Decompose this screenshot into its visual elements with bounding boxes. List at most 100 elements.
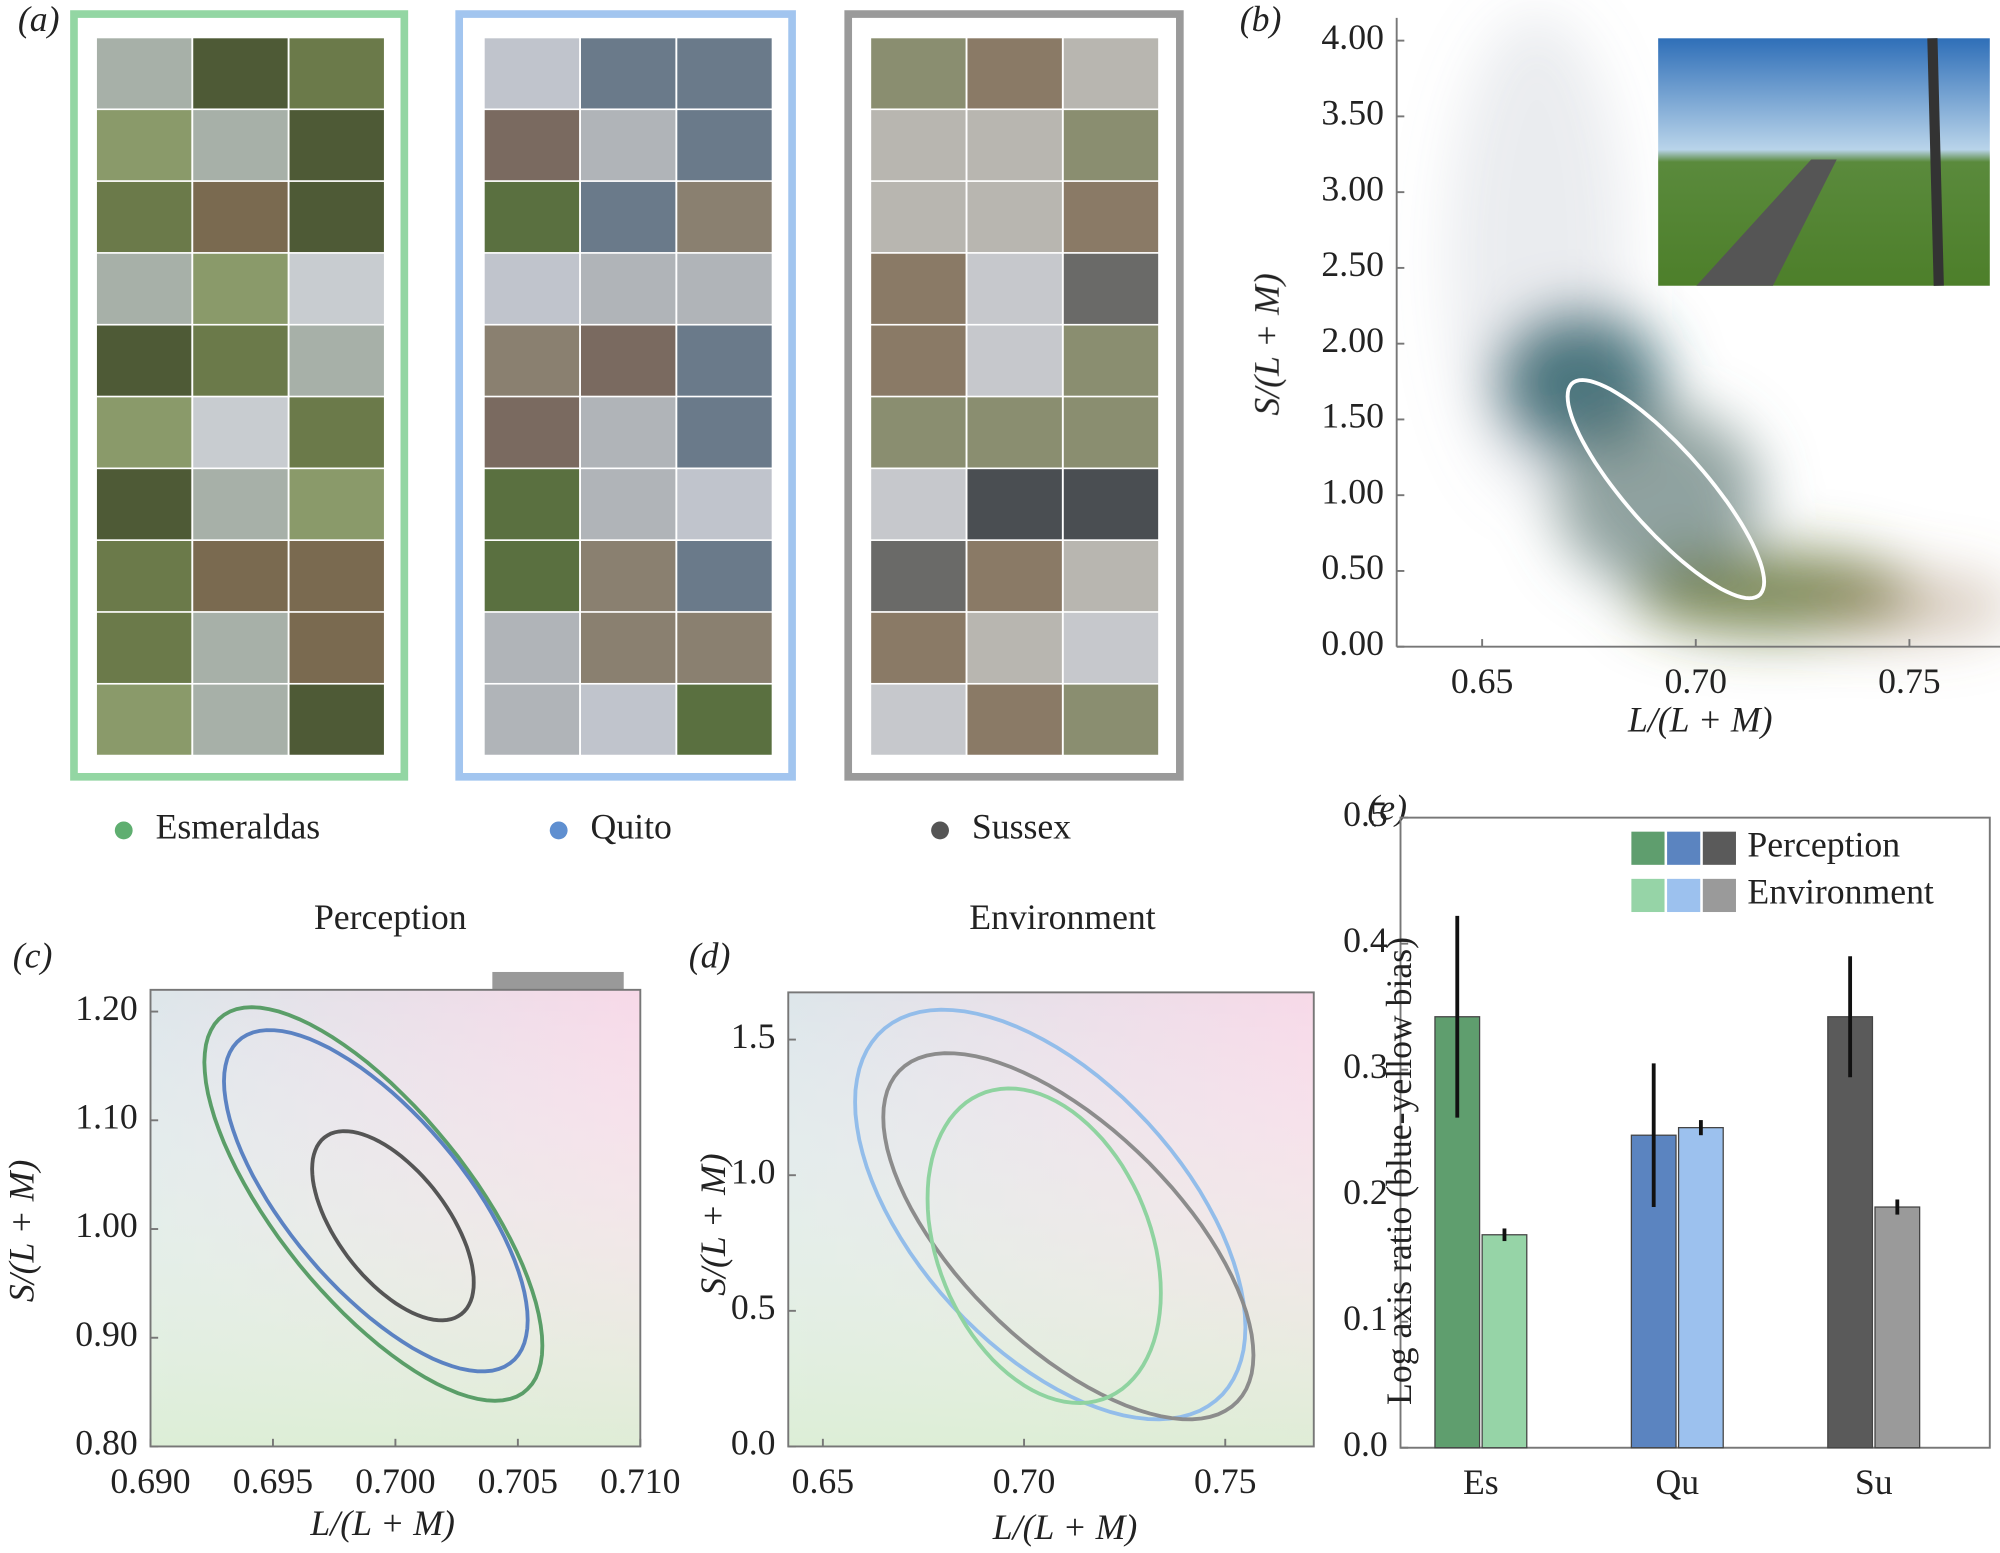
photo-tile — [289, 38, 384, 109]
x-tick-label: 0.70 — [993, 1461, 1055, 1501]
photo-tile — [289, 540, 384, 612]
x-tick-label: 0.70 — [1665, 661, 1727, 701]
y-tick-label: 1.5 — [731, 1016, 776, 1056]
y-tick-label: 0.3 — [1343, 1046, 1388, 1086]
ellipse — [881, 1051, 1256, 1422]
x-tick-label: 0.690 — [110, 1461, 190, 1501]
chart-title: Perception — [314, 897, 467, 937]
photo-tile — [193, 253, 288, 324]
panel-label: (b) — [1240, 0, 1282, 39]
photo-tile — [580, 181, 676, 253]
y-axis-label: S/(L + M) — [2, 1160, 42, 1302]
photo-tile — [484, 540, 580, 612]
y-tick-label: 3.00 — [1321, 168, 1383, 208]
photo-tile — [967, 684, 1062, 755]
x-axis-label: L/(L + M) — [1627, 699, 1772, 739]
photo-tile — [871, 397, 966, 468]
photo-tile — [580, 540, 676, 612]
photo-tile — [1063, 253, 1159, 324]
y-tick-label: 0.0 — [1343, 1424, 1388, 1464]
ellipse — [202, 1005, 545, 1403]
photo-tile — [289, 325, 384, 396]
photo-tile — [96, 110, 192, 181]
y-tick-label: 1.00 — [75, 1205, 137, 1245]
ellipse — [310, 1129, 476, 1323]
photo-tile — [677, 397, 772, 468]
photo-tile — [484, 612, 580, 683]
y-axis-label: S/(L + M) — [1247, 273, 1287, 415]
inset-photo — [1658, 38, 1990, 286]
photo-tile — [96, 684, 192, 755]
photo-tile — [193, 325, 288, 396]
panel-label: (c) — [13, 935, 53, 975]
photo-tile — [96, 325, 192, 396]
photo-tile — [193, 110, 288, 181]
y-axis-label: S/(L + M) — [693, 1153, 733, 1295]
photo-tile — [580, 253, 676, 324]
bar — [1874, 1206, 1921, 1449]
photo-tile — [967, 612, 1062, 683]
photo-tile — [967, 253, 1062, 324]
tree — [1927, 38, 1944, 286]
photo-tile — [677, 325, 772, 396]
plot-background — [150, 989, 641, 1447]
x-tick-label: 0.700 — [355, 1461, 435, 1501]
photo-tile — [1063, 469, 1159, 540]
photo-tile — [484, 325, 580, 396]
photo-tile — [1063, 38, 1159, 109]
photo-tile — [193, 684, 288, 755]
photo-tile — [96, 181, 192, 253]
photo-tile — [871, 612, 966, 683]
legend-label: Environment — [1747, 872, 1933, 912]
y-tick-label: 1.00 — [1321, 471, 1383, 511]
legend-swatch — [1631, 831, 1665, 865]
y-axis-label: Log axis ratio (blue-yellow bias) — [1379, 937, 1419, 1405]
road — [1696, 159, 1837, 286]
photo-tile — [289, 181, 384, 253]
photo-tile — [1063, 110, 1159, 181]
y-tick-label: 0.4 — [1343, 920, 1388, 960]
y-tick-label: 0.5 — [731, 1287, 776, 1327]
photo-tile — [484, 38, 580, 109]
photo-tile — [289, 110, 384, 181]
y-tick-label: 2.00 — [1321, 320, 1383, 360]
legend-swatch — [1702, 878, 1736, 913]
photo-tile — [580, 684, 676, 755]
photo-tile — [580, 38, 676, 109]
photo-tile — [967, 325, 1062, 396]
photo-tile — [96, 612, 192, 683]
photo-tile — [484, 684, 580, 755]
photo-tile — [289, 612, 384, 683]
photo-tile — [967, 397, 1062, 468]
photo-tile — [1063, 684, 1159, 755]
photo-tile — [677, 110, 772, 181]
photo-tile — [96, 38, 192, 109]
photo-tile — [193, 469, 288, 540]
y-tick-label: 1.20 — [75, 988, 137, 1028]
x-tick-label: Su — [1855, 1462, 1893, 1502]
photo-tile — [1063, 181, 1159, 253]
legend-swatch — [1631, 878, 1665, 913]
panel-label: (a) — [18, 0, 60, 39]
density-cloud — [1447, 12, 2000, 638]
photo-tile — [677, 181, 772, 253]
photo-frame — [70, 10, 409, 781]
photo-tile — [871, 325, 966, 396]
photo-tile — [1063, 612, 1159, 683]
legend-label: Quito — [591, 807, 672, 847]
photo-tile — [193, 540, 288, 612]
photo-tile — [484, 397, 580, 468]
bar — [1827, 1016, 1874, 1449]
photo-tile — [96, 253, 192, 324]
photo-tile — [580, 397, 676, 468]
chart-title: Environment — [969, 897, 1155, 937]
photo-tile — [484, 181, 580, 253]
y-tick-label: 0.1 — [1343, 1298, 1388, 1338]
photo-tile — [289, 253, 384, 324]
x-tick-label: Es — [1463, 1462, 1499, 1502]
x-axis-label: L/(L + M) — [309, 1503, 454, 1543]
photo-tile — [580, 110, 676, 181]
photo-tile — [677, 253, 772, 324]
photo-tile — [871, 38, 966, 109]
bar — [1481, 1234, 1528, 1449]
